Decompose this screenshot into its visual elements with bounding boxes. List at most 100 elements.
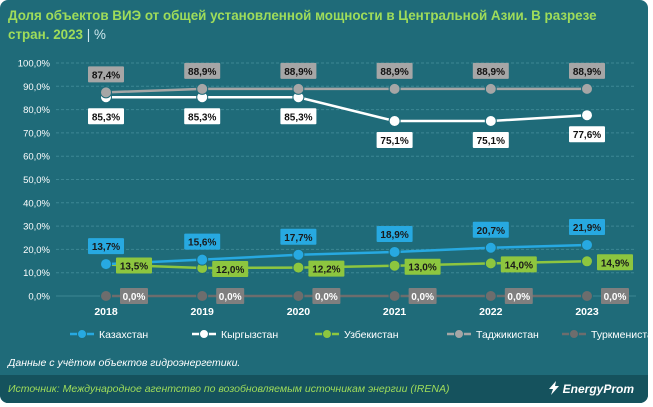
data-label-box xyxy=(376,132,413,149)
data-label-box xyxy=(116,257,152,274)
data-label-uzbekistan: 14,0% xyxy=(500,256,537,273)
y-tick-label: 70,0% xyxy=(23,128,50,139)
data-point-tajikistan xyxy=(581,82,593,95)
x-tick-label: 2022 xyxy=(479,306,503,318)
data-label-text: 0,0% xyxy=(604,292,627,303)
source-text: Источник: Международное агентство по воз… xyxy=(8,383,450,395)
data-point-tajikistan xyxy=(292,82,305,95)
data-label-box xyxy=(280,228,317,245)
data-label-box xyxy=(88,66,124,83)
data-label-text: 85,3% xyxy=(188,112,216,123)
data-label-turkmenistan: 0,0% xyxy=(601,288,629,304)
y-tick-label: 60,0% xyxy=(23,152,50,163)
data-label-box xyxy=(504,288,533,304)
data-label-text: 0,0% xyxy=(315,292,338,303)
data-label-text: 88,9% xyxy=(380,67,408,78)
legend-label: Кыргызстан xyxy=(221,329,278,341)
data-label-uzbekistan: 12,2% xyxy=(308,260,345,277)
data-label-box xyxy=(280,62,317,79)
data-label-turkmenistan: 0,0% xyxy=(312,288,341,304)
series-kyrgyzstan xyxy=(100,91,593,128)
data-point-turkmenistan xyxy=(388,290,401,302)
series-line-kazakhstan xyxy=(105,243,588,266)
data-label-box xyxy=(601,288,629,304)
data-point-uzbekistan xyxy=(581,255,593,268)
data-label-tajikistan: 88,9% xyxy=(184,62,221,79)
data-label-tajikistan: 88,9% xyxy=(376,62,413,79)
series-kazakhstan xyxy=(100,238,593,271)
legend-marker xyxy=(77,329,87,339)
data-point-turkmenistan xyxy=(196,290,209,302)
data-label-box xyxy=(472,221,509,238)
data-label-box xyxy=(88,108,124,125)
footnote: Данные с учётом объектов гидроэнергетики… xyxy=(8,357,241,369)
y-tick-label: 0,0% xyxy=(28,292,50,303)
data-label-box xyxy=(120,288,148,304)
title-separator: | xyxy=(86,27,91,42)
data-point-tajikistan xyxy=(388,82,401,95)
data-point-uzbekistan xyxy=(292,261,305,274)
legend-marker xyxy=(322,329,332,339)
data-point-turkmenistan xyxy=(292,290,305,302)
data-point-kyrgyzstan xyxy=(388,115,401,128)
lightning-icon xyxy=(548,381,559,395)
data-point-kyrgyzstan xyxy=(581,109,593,122)
legend-marker xyxy=(199,329,209,339)
title-year: 2023 xyxy=(53,27,83,42)
data-point-kazakhstan xyxy=(292,248,305,261)
data-label-text: 12,2% xyxy=(312,265,340,276)
data-label-kyrgyzstan: 85,3% xyxy=(280,108,317,125)
data-label-turkmenistan: 0,0% xyxy=(504,288,533,304)
data-point-kazakhstan xyxy=(388,245,401,258)
data-label-kyrgyzstan: 75,1% xyxy=(376,132,413,149)
data-point-tajikistan xyxy=(100,86,112,99)
y-tick-label: 80,0% xyxy=(23,105,50,116)
y-tick-label: 10,0% xyxy=(23,268,50,279)
legend-marker xyxy=(569,329,579,339)
data-label-text: 14,9% xyxy=(601,258,629,269)
data-label-text: 13,0% xyxy=(408,263,436,274)
data-label-kyrgyzstan: 77,6% xyxy=(569,126,605,143)
data-label-text: 88,9% xyxy=(477,67,505,78)
data-point-kazakhstan xyxy=(581,238,593,251)
data-label-text: 0,0% xyxy=(123,292,146,303)
data-label-text: 88,9% xyxy=(284,67,312,78)
x-tick-label: 2023 xyxy=(575,306,599,318)
data-label-turkmenistan: 0,0% xyxy=(408,288,437,304)
data-label-text: 85,3% xyxy=(92,112,120,123)
data-label-box xyxy=(312,288,341,304)
data-label-text: 18,9% xyxy=(380,230,408,241)
data-label-uzbekistan: 14,9% xyxy=(597,254,633,271)
y-tick-label: 50,0% xyxy=(23,175,50,186)
x-tick-label: 2018 xyxy=(94,306,118,318)
data-label-text: 85,3% xyxy=(284,112,312,123)
data-point-kazakhstan xyxy=(196,253,209,266)
series-line-tajikistan xyxy=(105,87,587,94)
data-label-uzbekistan: 12,0% xyxy=(212,261,249,278)
data-label-kazakhstan: 20,7% xyxy=(472,221,509,238)
x-tick-label: 2020 xyxy=(287,306,311,318)
data-point-turkmenistan xyxy=(484,290,497,302)
data-label-tajikistan: 87,4% xyxy=(88,66,124,83)
data-point-uzbekistan xyxy=(388,259,401,272)
data-label-kazakhstan: 17,7% xyxy=(280,228,317,245)
legend-label: Узбекистан xyxy=(344,329,399,341)
legend-item-turkmenistan: Туркменистан xyxy=(562,329,648,341)
data-label-kyrgyzstan: 85,3% xyxy=(88,108,124,125)
data-label-text: 21,9% xyxy=(573,223,601,234)
data-label-box xyxy=(280,108,317,125)
y-tick-label: 40,0% xyxy=(23,198,50,209)
data-label-kazakhstan: 13,7% xyxy=(88,238,124,255)
chart-title: Доля объектов ВИЭ от общей установленной… xyxy=(8,6,638,44)
data-label-text: 12,0% xyxy=(216,265,244,276)
data-label-box xyxy=(569,62,605,79)
legend-item-kyrgyzstan: Кыргызстан xyxy=(192,329,278,341)
data-label-box xyxy=(408,288,437,304)
data-point-turkmenistan xyxy=(100,290,112,302)
data-label-box xyxy=(216,288,245,304)
data-label-text: 75,1% xyxy=(380,136,408,147)
data-point-kyrgyzstan xyxy=(484,115,497,128)
data-label-text: 77,6% xyxy=(573,130,601,141)
data-label-box xyxy=(184,62,221,79)
